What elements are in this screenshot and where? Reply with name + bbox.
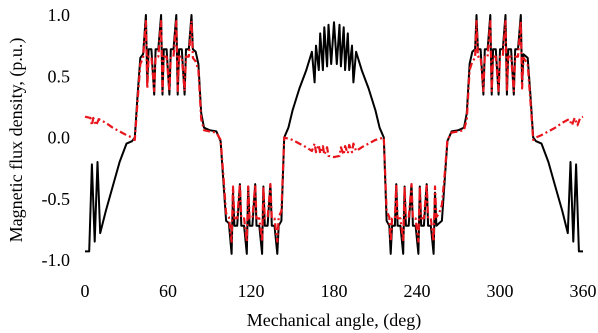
y-tick-label: -0.5: [42, 189, 71, 209]
x-axis-title: Mechanical angle, (deg): [247, 310, 421, 331]
x-tick-label: 0: [81, 281, 90, 301]
y-axis-ticks: 1.0 0.5 0.0 -0.5 -1.0: [42, 5, 71, 270]
series-line-1: [84, 20, 584, 243]
y-tick-label: 0.5: [48, 66, 71, 86]
x-axis-ticks: 0 60 120 180 240 300 360: [81, 281, 597, 301]
x-tick-label: 240: [404, 281, 431, 301]
x-tick-label: 60: [159, 281, 177, 301]
y-tick-label: 0.0: [48, 128, 71, 148]
y-axis-title: Magnetic flux density, (p.u.): [6, 38, 27, 243]
x-tick-label: 180: [321, 281, 348, 301]
y-tick-label: -1.0: [42, 250, 71, 270]
plot-area: [84, 14, 584, 255]
x-tick-label: 360: [570, 281, 597, 301]
y-tick-label: 1.0: [48, 5, 71, 25]
x-tick-label: 300: [487, 281, 514, 301]
x-tick-label: 120: [238, 281, 265, 301]
